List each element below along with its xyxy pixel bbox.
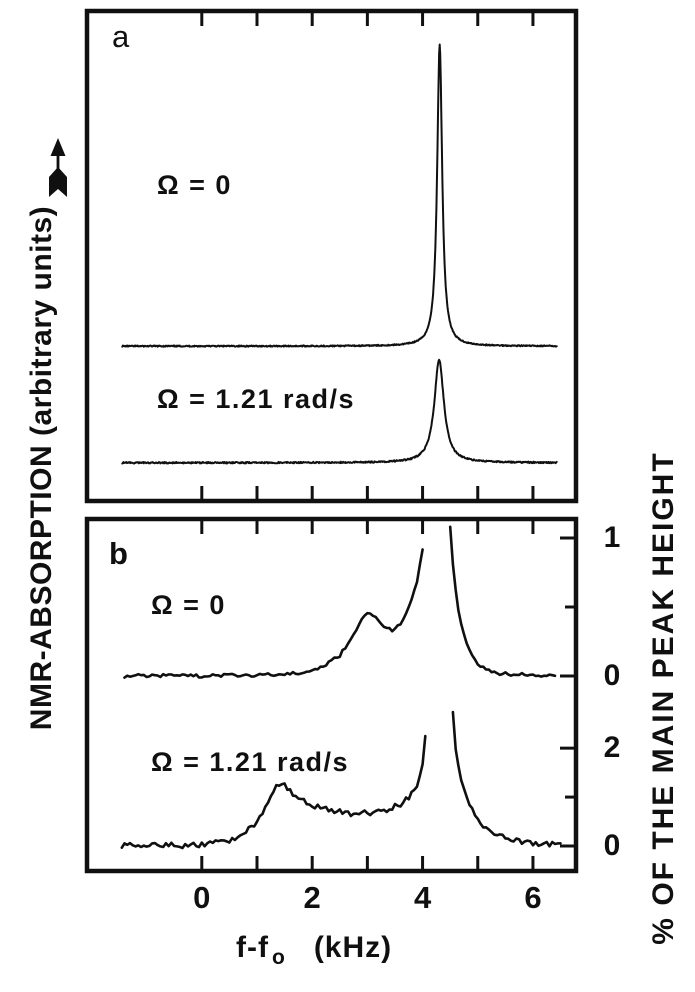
right-axis-tick-label: 2 <box>603 731 621 765</box>
panel-b-frame <box>84 516 579 874</box>
panel-a-frame <box>84 8 579 504</box>
x-tick-label: 6 <box>524 880 542 915</box>
x-axis-title-subscript: o <box>271 946 286 969</box>
right-axis-tick-label: 0 <box>603 829 621 862</box>
right-axis-tick-label: 1 <box>603 521 621 554</box>
trace-b-1 <box>120 710 562 850</box>
trace-a-1 <box>121 358 558 465</box>
x-tick-label: 2 <box>303 880 321 915</box>
x-tick-label: 0 <box>193 880 211 915</box>
x-tick-label: 4 <box>413 880 432 915</box>
right-axis-title: % OF THE MAIN PEAK HEIGHT <box>647 451 680 945</box>
right-axis-tick-label: 0 <box>603 658 621 692</box>
x-axis-title: f-f o (kHz) <box>236 931 392 970</box>
x-axis-title-units: (kHz) <box>313 931 393 964</box>
panel-a-omega-1.21-annotation: Ω = 1.21 rad/s <box>157 384 356 414</box>
panel-a-omega-0-annotation: Ω = 0 <box>157 170 232 200</box>
panel-b-tag: b <box>109 536 128 571</box>
trace-a-0 <box>121 43 558 348</box>
trace-b-0 <box>123 525 557 679</box>
left-axis-title: NMR-ABSORPTION (arbitrary units) <box>25 205 58 731</box>
x-axis-title-main: f-f <box>236 931 269 964</box>
panel-b-omega-0-annotation: Ω = 0 <box>151 590 226 620</box>
up-arrow-icon <box>49 138 67 197</box>
panel-b-omega-1.21-annotation: Ω = 1.21 rad/s <box>151 747 350 777</box>
panel-a-tag: a <box>112 19 130 54</box>
